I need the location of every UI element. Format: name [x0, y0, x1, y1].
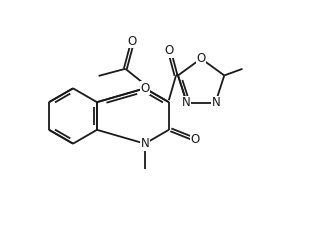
Text: O: O [164, 44, 174, 57]
Text: N: N [212, 96, 221, 109]
Text: O: O [128, 35, 137, 48]
Text: O: O [197, 52, 206, 65]
Text: N: N [141, 137, 149, 150]
Text: O: O [191, 133, 200, 146]
Text: O: O [140, 82, 149, 95]
Text: N: N [181, 96, 190, 109]
